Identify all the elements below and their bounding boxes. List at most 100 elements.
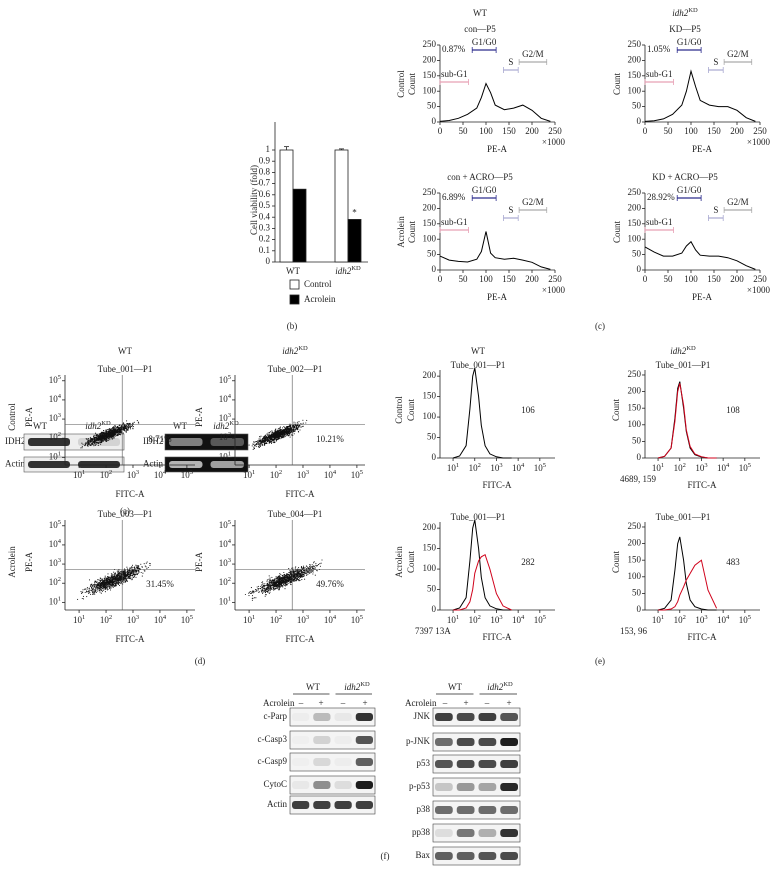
y-tick-label: 100 [628, 85, 642, 95]
event-dot [122, 427, 123, 428]
event-dot [269, 582, 270, 583]
plot-title: Tube_002—P1 [268, 364, 323, 374]
event-dot [105, 431, 106, 432]
event-dot [278, 583, 279, 584]
event-dot [266, 438, 267, 439]
event-dot [296, 427, 297, 428]
event-dot [282, 585, 283, 586]
event-dot [307, 572, 308, 573]
event-dot [249, 445, 250, 446]
event-dot [90, 586, 91, 587]
row-label: Acrolein [7, 546, 17, 578]
event-dot [106, 578, 107, 579]
event-dot [284, 435, 285, 436]
panel-label: (d) [195, 656, 206, 666]
x-tick-label: 100 [684, 126, 698, 136]
event-dot [115, 582, 116, 583]
x-tick-label: 0 [643, 126, 648, 136]
event-dot [85, 444, 86, 445]
label-superscript: 3 [306, 469, 309, 476]
event-dot [107, 578, 108, 579]
event-dot [126, 576, 127, 577]
event-dot [102, 584, 103, 585]
event-dot [113, 436, 114, 437]
x-unit-label: ×1000 [747, 285, 770, 295]
event-dot [94, 441, 95, 442]
x-axis-label: FITC-A [688, 480, 718, 490]
event-dot [265, 590, 266, 591]
event-dot [270, 580, 271, 581]
gate-label: sub-G1 [441, 217, 468, 227]
event-dot [112, 574, 113, 575]
event-dot [95, 587, 96, 588]
event-dot [138, 568, 139, 569]
event-dot [132, 423, 133, 424]
event-dot [112, 575, 113, 576]
event-dot [107, 584, 108, 585]
event-dot [275, 429, 276, 430]
event-dot [304, 570, 305, 571]
event-dot [123, 571, 124, 572]
event-dot [293, 422, 294, 423]
event-dot [313, 562, 314, 563]
event-dot [264, 438, 265, 439]
event-dot [283, 430, 284, 431]
event-dot [286, 429, 287, 430]
event-dot [257, 440, 258, 441]
event-dot [287, 577, 288, 578]
event-dot [133, 426, 134, 427]
event-dot [119, 585, 120, 586]
percent-label: 10.21% [316, 434, 344, 444]
event-dot [300, 427, 301, 428]
event-dot [300, 577, 301, 578]
event-dot [263, 588, 264, 589]
event-dot [91, 441, 92, 442]
event-dot [289, 574, 290, 575]
event-dot [95, 441, 96, 442]
event-dot [264, 445, 265, 446]
event-dot [270, 440, 271, 441]
significance-mark: * [352, 208, 357, 218]
y-tick-label: 100 [423, 233, 437, 243]
event-dot [120, 427, 121, 428]
event-dot [273, 589, 274, 590]
event-dot [267, 583, 268, 584]
y-tick-label: 0 [432, 452, 437, 462]
event-dot [118, 584, 119, 585]
event-dot [113, 584, 114, 585]
y-axis-label: Count [407, 221, 417, 244]
event-dot [278, 576, 279, 577]
label-superscript: 5 [543, 614, 546, 621]
event-dot [270, 431, 271, 432]
event-dot [110, 437, 111, 438]
event-dot [279, 433, 280, 434]
y-tick-label: 250 [628, 39, 642, 49]
event-dot [103, 587, 104, 588]
event-dot [264, 585, 265, 586]
event-dot [278, 439, 279, 440]
event-dot [257, 442, 258, 443]
event-dot [283, 572, 284, 573]
event-dot [120, 573, 121, 574]
event-dot [85, 588, 86, 589]
event-dot [103, 441, 104, 442]
event-dot [91, 584, 92, 585]
event-dot [117, 579, 118, 580]
event-dot [283, 577, 284, 578]
event-dot [272, 436, 273, 437]
event-dot [104, 587, 105, 588]
event-dot [262, 445, 263, 446]
event-dot [119, 425, 120, 426]
label-superscript: 2 [228, 576, 231, 583]
event-dot [256, 446, 257, 447]
event-dot [112, 436, 113, 437]
event-dot [299, 571, 300, 572]
plot-title: Tube_001—P1 [451, 512, 506, 522]
event-dot [102, 591, 103, 592]
event-dot [118, 432, 119, 433]
event-dot [286, 432, 287, 433]
event-dot [137, 420, 138, 421]
event-dot [126, 580, 127, 581]
label-superscript: 2 [228, 431, 231, 438]
event-dot [253, 449, 254, 450]
